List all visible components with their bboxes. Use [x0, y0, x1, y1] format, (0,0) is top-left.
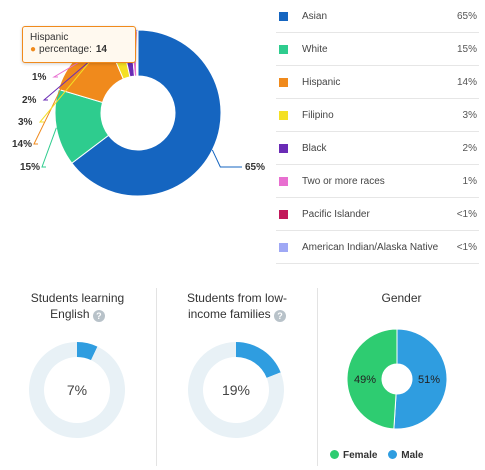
- legend-swatch: [279, 77, 288, 87]
- title-line: Students from low-: [186, 291, 288, 305]
- legend-value: 3%: [462, 109, 477, 121]
- legend-row[interactable]: American Indian/Alaska Native <1%: [276, 231, 479, 264]
- gender-legend: Female Male: [330, 450, 423, 461]
- legend-label: Female: [343, 450, 378, 461]
- tooltip-series-label: percentage:: [39, 44, 92, 55]
- panel-english-learners: Students learning English ? 7%: [0, 290, 155, 470]
- slice-female[interactable]: [346, 328, 398, 430]
- legend-label: Male: [401, 450, 424, 461]
- panel-title-low-income: Students from low- income families ?: [158, 290, 316, 322]
- legend-row[interactable]: Two or more races 1%: [276, 165, 479, 198]
- legend-value: 15%: [456, 43, 477, 55]
- legend-value: 1%: [462, 175, 477, 187]
- chart-tooltip: Hispanic ● percentage: 14: [22, 26, 136, 63]
- question-icon[interactable]: ?: [92, 310, 105, 322]
- legend-label: White: [302, 43, 328, 55]
- title-line: income families: [187, 307, 271, 321]
- question-icon[interactable]: ?: [274, 310, 287, 322]
- legend-swatch: [279, 44, 288, 54]
- slice-value-label: 1%: [32, 72, 47, 83]
- connector-line: [33, 57, 77, 145]
- slice-value-label: 3%: [18, 117, 33, 128]
- title-line: Gender: [381, 291, 422, 305]
- panel-gender: Gender 49% 51%: [318, 290, 485, 470]
- slice-asian[interactable]: [71, 29, 222, 197]
- connector-line: [38, 33, 113, 123]
- connector-line: [211, 149, 242, 168]
- legend-item-female[interactable]: Female: [330, 450, 377, 461]
- legend-row[interactable]: Hispanic 14%: [276, 66, 479, 99]
- legend-label: American Indian/Alaska Native: [302, 241, 439, 253]
- legend-row[interactable]: Asian 65%: [276, 0, 479, 33]
- legend-value: <1%: [456, 241, 477, 253]
- legend-value: <1%: [456, 208, 477, 220]
- ring-center-label: 19%: [222, 382, 250, 398]
- legend-label: Pacific Islander: [302, 208, 370, 220]
- legend-swatch: [279, 143, 288, 153]
- divider: [156, 288, 157, 466]
- slice-value-label: 65%: [245, 162, 265, 173]
- legend-label: Hispanic: [302, 76, 341, 88]
- panel-title-english-learners: Students learning English ?: [0, 290, 155, 322]
- ethnicity-donut-chart: 65%15%14%3%2%1%<1%<1% Hispanic ●percenta…: [0, 0, 275, 265]
- panel-low-income: Students from low- income families ? 19%: [158, 290, 316, 470]
- female-dot-icon: [330, 450, 339, 459]
- panel-title-gender: Gender: [318, 290, 485, 306]
- legend-swatch: [279, 110, 288, 120]
- connector-line: [41, 127, 57, 168]
- male-dot-icon: [388, 450, 398, 459]
- legend-value: 2%: [462, 142, 477, 154]
- tooltip-category: Hispanic: [30, 32, 69, 43]
- tooltip-value: 14: [95, 44, 107, 55]
- legend-row[interactable]: Filipino 3%: [276, 99, 479, 132]
- legend-label: Asian: [302, 10, 328, 22]
- slice-value-label: 2%: [22, 95, 37, 106]
- legend-label: Black: [302, 142, 327, 154]
- ring-track: [29, 342, 126, 438]
- legend-value: 65%: [456, 10, 477, 22]
- ring-fill: [77, 342, 98, 361]
- legend-item-male[interactable]: Male: [388, 450, 423, 461]
- legend-value: 14%: [456, 76, 477, 88]
- ring-track: [188, 342, 284, 438]
- slice-value-label: 49%: [354, 374, 376, 386]
- slice-value-label: 14%: [12, 139, 32, 150]
- legend-label: Filipino: [302, 109, 334, 121]
- ring-center-label: 7%: [67, 382, 87, 398]
- slice-value-label: 15%: [20, 162, 40, 173]
- low-income-ring: 19%: [188, 342, 284, 438]
- legend-row[interactable]: Black 2%: [276, 132, 479, 165]
- ring-fill: [236, 342, 281, 378]
- title-line: English: [50, 307, 90, 321]
- slice-american-indian-alaska-native[interactable]: [136, 29, 139, 77]
- tooltip-dot-icon: ●: [30, 44, 37, 55]
- divider: [317, 288, 318, 466]
- slice-value-label: 51%: [418, 374, 440, 386]
- english-learners-ring: 7%: [29, 342, 126, 438]
- legend-swatch: [279, 176, 288, 186]
- gender-donut: 49% 51%: [346, 328, 448, 430]
- legend-swatch: [279, 209, 288, 219]
- legend-row[interactable]: White 15%: [276, 33, 479, 66]
- legend-row[interactable]: Pacific Islander <1%: [276, 198, 479, 231]
- tooltip-value-line: ● percentage: 14: [30, 44, 107, 55]
- slice-male[interactable]: [393, 328, 448, 430]
- legend-swatch: [279, 11, 288, 21]
- legend-swatch: [279, 242, 288, 252]
- legend-label: Two or more races: [302, 175, 385, 187]
- title-line: Students learning: [30, 291, 125, 305]
